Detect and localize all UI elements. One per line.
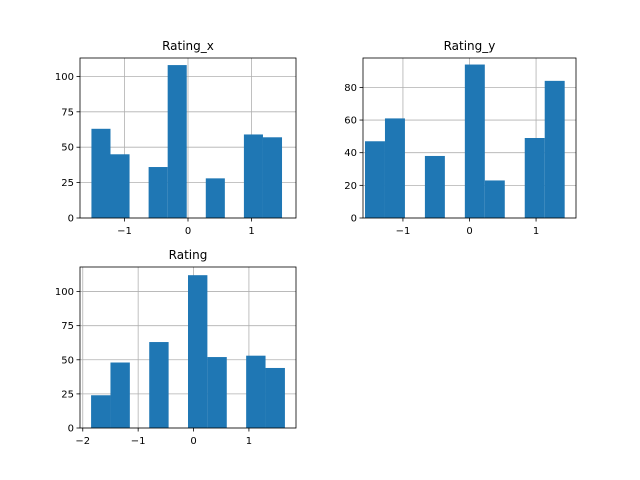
histogram-bar	[148, 167, 168, 218]
histogram-bar	[464, 64, 485, 218]
histogram-bar	[91, 128, 111, 218]
histogram-bar	[207, 357, 227, 428]
y-tick-label: 50	[61, 355, 74, 366]
y-tick-label: 0	[68, 424, 74, 435]
x-tick-label: 1	[248, 226, 254, 237]
y-tick-label: 50	[61, 143, 74, 154]
histogram-bar	[364, 141, 385, 218]
histogram-bar	[524, 138, 545, 218]
y-tick-label: 40	[344, 148, 357, 159]
subplot-title: Rating	[169, 248, 208, 262]
subplot-rating: −2 −1 0 1 0 25 50 75 100 Rating	[55, 248, 297, 447]
histogram-bar	[265, 367, 285, 428]
histogram-bar	[262, 137, 283, 218]
subplot-rating-x: −1 0 1 0 25 50 75 100 Rating_x	[55, 39, 297, 237]
histogram-bar	[188, 275, 208, 428]
subplot-title: Rating_x	[162, 39, 214, 53]
y-tick-label: 60	[344, 116, 357, 127]
histogram-bar	[110, 362, 130, 428]
x-tick-label: −1	[131, 436, 146, 447]
histogram-bar	[246, 355, 266, 428]
y-tick-label: 25	[61, 389, 74, 400]
histogram-bars	[91, 275, 285, 428]
x-tick-label: 0	[190, 436, 196, 447]
x-tick-label: 0	[185, 226, 191, 237]
y-tick-label: 20	[344, 181, 357, 192]
histogram-bar	[544, 80, 565, 218]
histogram-bars	[91, 65, 283, 218]
x-tick-label: 0	[466, 226, 472, 237]
histogram-bars	[364, 64, 565, 218]
histogram-bar	[384, 118, 405, 218]
histogram-bar	[167, 65, 187, 218]
y-tick-label: 80	[344, 83, 357, 94]
histogram-bar	[91, 395, 111, 428]
subplot-title: Rating_y	[444, 39, 496, 53]
histogram-bar	[243, 134, 263, 218]
y-tick-label: 100	[55, 287, 74, 298]
y-tick-label: 25	[61, 178, 74, 189]
x-tick-label: −2	[75, 436, 90, 447]
y-tick-label: 75	[61, 107, 74, 118]
y-tick-label: 0	[68, 214, 74, 225]
y-tick-label: 100	[55, 72, 74, 83]
histogram-bar	[484, 180, 505, 218]
axes-frame	[79, 266, 297, 429]
y-tick-label: 75	[61, 321, 74, 332]
x-tick-label: −1	[396, 226, 411, 237]
histogram-bar	[424, 155, 445, 218]
x-tick-label: 1	[533, 226, 539, 237]
histogram-bar	[205, 178, 225, 218]
y-tick-label: 0	[351, 214, 357, 225]
histogram-bar	[110, 154, 130, 218]
x-tick-label: 1	[246, 436, 252, 447]
histogram-bar	[149, 342, 169, 428]
x-tick-label: −1	[117, 226, 132, 237]
